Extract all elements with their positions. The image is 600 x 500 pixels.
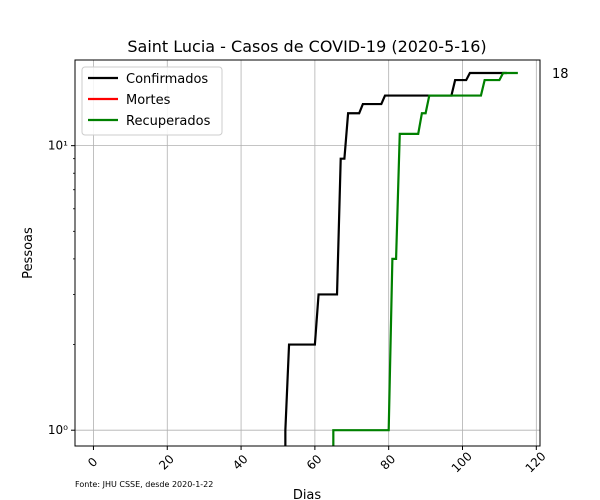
source-note: Fonte: JHU CSSE, desde 2020-1-22	[75, 480, 213, 489]
legend-label-confirmados: Confirmados	[126, 72, 208, 87]
legend-label-recuperados: Recuperados	[126, 114, 211, 129]
series-line-recuperados	[332, 71, 518, 446]
y-axis: 10⁰ 10¹	[48, 139, 75, 437]
legend-label-mortes: Mortes	[126, 93, 171, 108]
chart-title: Saint Lucia - Casos de COVID-19 (2020-5-…	[127, 37, 486, 56]
end-value-annotation: 18	[552, 67, 569, 82]
series-lines	[284, 71, 518, 446]
x-axis: 0 20 40 60 80 100 120	[85, 446, 549, 475]
x-tick-label: 40	[230, 452, 251, 473]
x-tick-label: 100	[449, 449, 475, 475]
legend: Confirmados Mortes Recuperados	[81, 66, 223, 136]
x-tick-label: 80	[378, 452, 399, 473]
plot-frame	[74, 59, 541, 447]
x-tick-label: 0	[85, 455, 100, 470]
series-line-confirmados	[284, 71, 507, 446]
legend-items: Confirmados Mortes Recuperados	[88, 72, 211, 129]
y-tick-label: 10¹	[48, 139, 68, 153]
x-tick-label: 60	[304, 452, 325, 473]
x-tick-label: 120	[523, 449, 549, 475]
x-tick-label: 20	[156, 452, 177, 473]
legend-box	[81, 66, 223, 136]
x-axis-label: Dias	[293, 488, 322, 500]
y-axis-label: Pessoas	[21, 227, 36, 279]
y-tick-label: 10⁰	[48, 423, 68, 437]
